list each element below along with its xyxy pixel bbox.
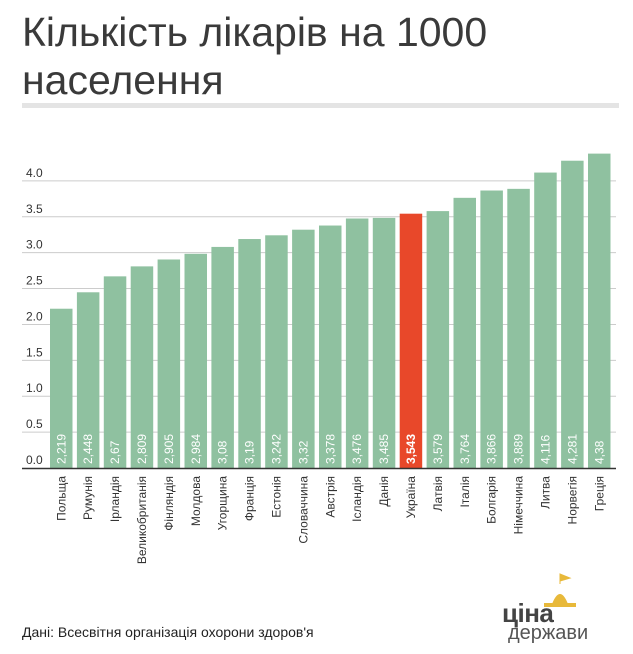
category-label: Угорщина <box>216 476 230 531</box>
source-note: Дані: Всесвітня організація охорони здор… <box>22 624 314 640</box>
bar <box>319 225 342 468</box>
category-label: Франція <box>243 476 257 521</box>
category-label: Ірландія <box>108 476 122 522</box>
category-label: Румунія <box>81 476 95 520</box>
bar-value-label: 3,378 <box>323 434 337 464</box>
bar-value-label: 3,08 <box>216 440 230 464</box>
bar-value-label: 3,543 <box>404 434 418 464</box>
chart-title: Кількість лікарів на 1000 населення <box>22 9 488 103</box>
category-label: Латвія <box>431 476 445 511</box>
y-tick-label: 3.5 <box>26 202 43 216</box>
category-label: Молдова <box>189 476 203 526</box>
category-labels: Польща Румунія Ірландія Великобританія Фінля… <box>54 476 606 564</box>
bar <box>157 259 181 468</box>
bar-value-label: 3,579 <box>431 434 445 464</box>
bar <box>453 197 476 469</box>
bar-value-label: 3,485 <box>377 434 391 464</box>
bar <box>480 190 503 468</box>
category-label: Греція <box>592 476 606 511</box>
logo-flag <box>559 573 572 584</box>
bar <box>534 172 557 468</box>
bar-value-label: 4,38 <box>592 440 606 464</box>
bar-value-label: 4,116 <box>538 435 552 464</box>
bar-value-label: 2,809 <box>135 434 149 464</box>
y-tick-label: 2.0 <box>26 309 43 323</box>
bar <box>345 218 369 468</box>
bar <box>130 266 154 468</box>
bar-value-label: 3,19 <box>243 440 257 464</box>
category-label: Литва <box>538 476 552 509</box>
bar-value-label: 3,866 <box>485 434 499 464</box>
bar-value-label: 3,476 <box>350 434 364 464</box>
category-label: Великобританія <box>135 476 149 564</box>
logo-word-tsina: ціна <box>502 598 554 628</box>
bar <box>372 217 396 468</box>
category-label: Німеччина <box>512 476 526 535</box>
category-label: Польща <box>54 476 68 521</box>
logo-base <box>544 603 576 607</box>
bar <box>238 239 261 468</box>
y-tick-label: 2.5 <box>26 274 43 288</box>
bar-value-label: 2,984 <box>189 434 203 464</box>
bar-value-label: 2,448 <box>81 434 95 464</box>
title-divider <box>22 103 619 108</box>
bar-value-label: 3,764 <box>458 434 472 464</box>
y-tick-label: 1.5 <box>26 345 43 359</box>
y-axis-ticks: 0.0 0.5 1.0 1.5 2.0 2.5 3.0 3.5 4.0 <box>26 166 43 467</box>
logo-building-icon <box>544 573 576 607</box>
bar-value-label: 3,32 <box>296 440 310 464</box>
category-label: Ісландія <box>350 476 364 522</box>
y-tick-label: 0.0 <box>26 453 43 467</box>
category-label: Болгарія <box>485 476 499 524</box>
bar-value-label: 3,242 <box>269 434 283 464</box>
category-label: Фінляндія <box>162 476 176 531</box>
bar <box>292 229 315 468</box>
bar-value-label: 2,905 <box>162 434 176 464</box>
logo-dome <box>552 594 568 604</box>
logo-word-derzhavy: держави <box>508 622 589 644</box>
bar-chart: 0.00.51.01.52.02.53.03.54.0 2,219 2,448 2,… <box>22 153 616 564</box>
category-label: Естонія <box>269 476 283 518</box>
y-tick-label: 3.0 <box>26 238 43 252</box>
bar <box>588 153 611 468</box>
bar <box>184 253 207 468</box>
bar-value-label: 2,67 <box>108 440 122 464</box>
bar <box>265 235 288 468</box>
bar-value-label: 4,281 <box>565 434 579 464</box>
category-label: Данія <box>377 476 391 507</box>
bars: 2,219 2,448 2,67 2,809 2,905 2,984 3,08 3,19 3,2… <box>50 153 611 469</box>
logo: ціна держави <box>500 570 620 650</box>
category-label: Україна <box>404 476 418 519</box>
bar <box>561 160 584 468</box>
y-tick-label: 4.0 <box>26 166 43 180</box>
y-tick-label: 1.0 <box>26 381 43 395</box>
category-label: Норвегія <box>565 476 579 524</box>
bar <box>103 276 127 468</box>
bar <box>50 308 73 468</box>
bar <box>76 292 100 468</box>
category-label: Словаччина <box>296 476 310 544</box>
bar-value-label: 3,889 <box>512 434 526 464</box>
bar <box>399 213 423 468</box>
bar <box>507 188 530 468</box>
category-label: Італія <box>458 476 472 508</box>
y-tick-label: 0.5 <box>26 417 43 431</box>
bar-value-label: 2,219 <box>54 434 68 464</box>
bar <box>211 246 234 468</box>
category-label: Австрія <box>323 476 337 518</box>
bar <box>426 211 450 468</box>
